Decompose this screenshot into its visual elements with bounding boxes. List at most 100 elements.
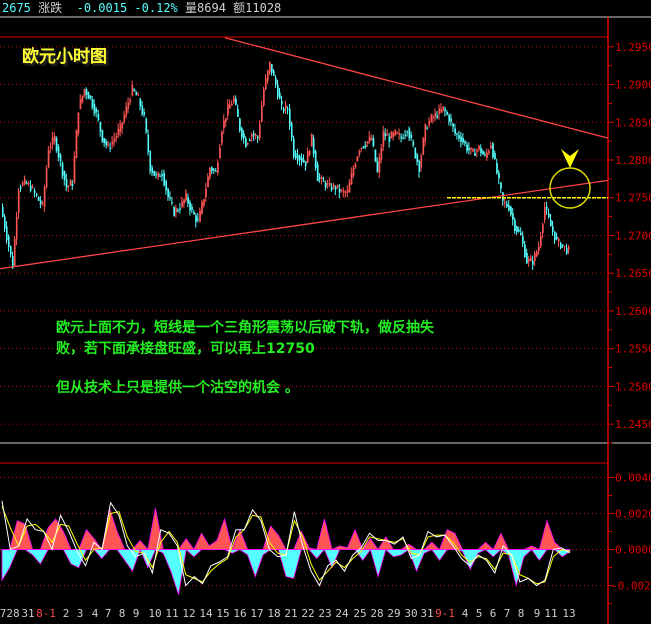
candle-down — [290, 123, 293, 138]
candle-up — [221, 132, 223, 144]
candle-up — [360, 147, 363, 149]
candle-down — [141, 105, 144, 115]
candle-down — [556, 236, 558, 240]
candle-up — [366, 141, 369, 144]
candle-up — [127, 102, 130, 109]
date-tick-label: 25 — [353, 607, 366, 620]
arrow-down-icon — [561, 149, 579, 168]
candle-down — [302, 159, 305, 163]
candle-up — [207, 176, 209, 188]
candle-down — [402, 138, 405, 140]
candle-up — [568, 246, 570, 250]
candle-down — [550, 219, 552, 227]
candle-up — [205, 188, 207, 197]
candle-down — [195, 215, 197, 222]
candle-up — [229, 104, 231, 109]
candle-down — [408, 128, 411, 139]
candle-down — [179, 208, 181, 210]
candle-down — [105, 141, 108, 146]
macd-tick-label: 0.0020 — [615, 507, 651, 520]
date-tick-label: 21 — [284, 607, 297, 620]
candle-up — [21, 182, 24, 186]
candle-down — [552, 226, 554, 232]
candle-up — [378, 157, 381, 173]
candle-down — [63, 171, 66, 180]
candle-down — [512, 213, 514, 220]
candle-down — [548, 213, 550, 218]
candle-up — [424, 124, 427, 142]
candle-up — [354, 164, 357, 168]
candle-down — [446, 111, 449, 115]
candle-up — [432, 116, 435, 119]
candle-up — [386, 134, 389, 136]
candle-down — [133, 89, 136, 91]
candle-down — [316, 164, 319, 182]
candle-down — [2, 206, 4, 217]
candle-down — [95, 108, 98, 112]
candle-down — [498, 172, 500, 179]
candle-down — [177, 210, 179, 212]
candle-up — [544, 206, 546, 220]
date-tick-label: 24 — [335, 607, 349, 620]
upper-trendline — [224, 37, 609, 139]
candle-down — [85, 89, 88, 95]
candle-down — [524, 244, 526, 258]
candle-down — [412, 141, 415, 146]
candle-down — [283, 108, 285, 112]
candle-down — [235, 98, 237, 105]
macd-tick-label: 0.0040 — [615, 471, 651, 484]
candle-up — [17, 190, 20, 214]
candle-up — [225, 118, 227, 122]
candle-up — [358, 150, 361, 155]
candle-down — [5, 226, 8, 241]
candle-down — [334, 187, 337, 190]
candle-down — [288, 108, 291, 127]
price-tick-label: 1.2900 — [615, 79, 651, 92]
candle-down — [93, 103, 96, 114]
candle-up — [129, 99, 132, 103]
candle-down — [189, 202, 191, 211]
candle-down — [414, 147, 417, 158]
candle-down — [11, 255, 14, 269]
candle-down — [197, 218, 199, 220]
candle-down — [372, 138, 375, 146]
chart-title: 欧元小时图 — [22, 47, 107, 67]
quote-header: 2675 涨跌 -0.0015 -0.12% 量8694 额11028 — [2, 0, 281, 16]
candle-up — [227, 104, 229, 116]
candle-up — [119, 123, 122, 132]
candle-up — [392, 132, 395, 137]
price-tick-label: 1.2800 — [615, 154, 651, 167]
candle-down — [167, 188, 170, 198]
candle-up — [342, 190, 345, 193]
candle-up — [564, 246, 566, 248]
candle-down — [314, 151, 317, 168]
candle-up — [490, 145, 492, 149]
candle-down — [165, 180, 168, 191]
candle-down — [508, 205, 510, 211]
price-tick-label: 1.2950 — [615, 41, 651, 54]
candle-down — [324, 182, 327, 188]
date-tick-label: 31 — [420, 607, 433, 620]
candle-down — [143, 111, 146, 115]
candle-down — [25, 182, 28, 184]
candle-down — [151, 167, 154, 174]
candle-down — [145, 118, 148, 132]
candle-up — [326, 183, 329, 185]
candle-up — [470, 147, 472, 150]
candle-down — [61, 163, 64, 176]
candle-up — [31, 186, 34, 188]
date-tick-label: 22 — [301, 607, 314, 620]
candle-down — [400, 136, 403, 139]
candle-down — [458, 135, 460, 139]
symbol-code: 2675 — [2, 1, 31, 15]
candle-up — [203, 199, 205, 206]
candle-down — [57, 146, 60, 158]
candle-up — [123, 114, 126, 122]
candle-up — [368, 136, 371, 142]
candle-up — [261, 105, 263, 122]
candle-up — [558, 238, 560, 242]
candle-up — [308, 150, 311, 155]
date-tick-label: 18 — [267, 607, 280, 620]
candle-up — [430, 114, 433, 122]
